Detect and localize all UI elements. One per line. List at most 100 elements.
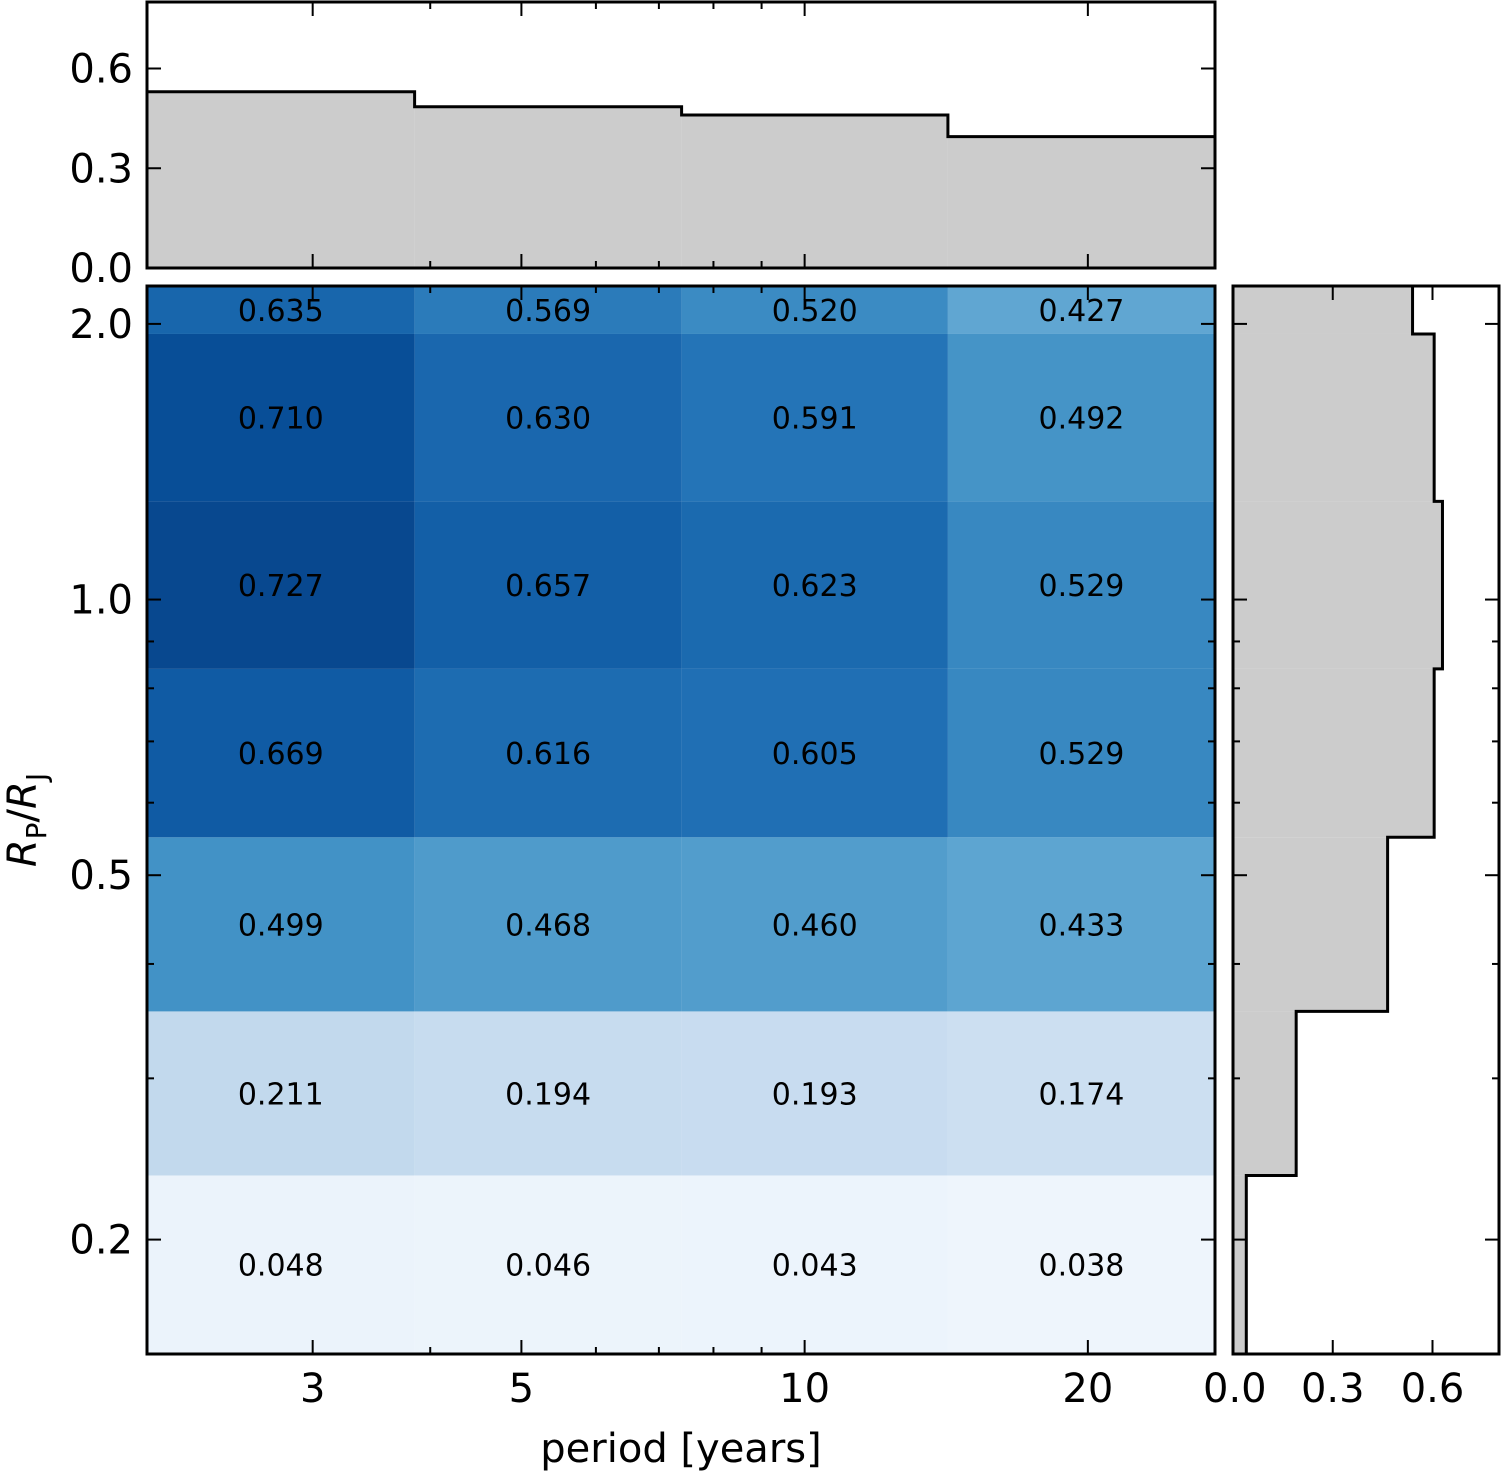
main-axes-ticks bbox=[146, 286, 1215, 1354]
heatmap-cell-label: 0.211 bbox=[238, 1077, 324, 1112]
y-axis-title-r2: R bbox=[0, 781, 46, 809]
main-axes-tick-labels: 3 5 10 20 0.2 0.5 1.0 2.0 bbox=[69, 302, 1113, 1412]
heatmap-cell bbox=[681, 668, 948, 838]
right-histogram-frame bbox=[1231, 284, 1501, 1356]
heatmap-cell bbox=[414, 1011, 682, 1176]
heatmap-cell bbox=[947, 1175, 1215, 1354]
heatmap-cell bbox=[681, 286, 948, 334]
right-x-tick-label: 0.3 bbox=[1301, 1366, 1365, 1412]
heatmap-cell-label: 0.605 bbox=[772, 737, 858, 772]
top-histogram-bar bbox=[947, 136, 1215, 268]
heatmap-cell bbox=[414, 668, 682, 838]
top-y-tick-label: 0.6 bbox=[69, 47, 133, 93]
heatmap-cell-label: 0.635 bbox=[238, 294, 324, 329]
heatmap-cell-label: 0.529 bbox=[1039, 737, 1125, 772]
heatmap-cell bbox=[947, 837, 1215, 1012]
heatmap-cell bbox=[414, 501, 682, 669]
y-axis-title-sub-p: P bbox=[20, 822, 53, 839]
right-histogram-ticks: 0.0 0.3 0.6 bbox=[1203, 286, 1499, 1412]
heatmap-cell-label: 0.529 bbox=[1039, 569, 1125, 604]
heatmap-cell bbox=[681, 1011, 948, 1176]
heatmap-cell-label: 0.657 bbox=[505, 569, 591, 604]
y-axis-title-slash: / bbox=[0, 808, 46, 822]
right-histogram-bar bbox=[1233, 837, 1388, 1012]
heatmap-cell-label: 0.727 bbox=[238, 569, 324, 604]
y-axis-title-sub-j: J bbox=[20, 773, 53, 783]
heatmap-cell-label: 0.193 bbox=[772, 1077, 858, 1112]
x-tick-label: 20 bbox=[1062, 1366, 1113, 1412]
right-histogram-bar bbox=[1233, 1011, 1297, 1176]
right-histogram-bar bbox=[1233, 286, 1413, 334]
heatmap-cell bbox=[681, 333, 948, 502]
y-tick-label: 0.5 bbox=[69, 853, 133, 899]
heatmap-cell bbox=[414, 837, 682, 1012]
heatmap-cell-label: 0.038 bbox=[1039, 1249, 1125, 1284]
heatmap-cells bbox=[147, 286, 1215, 1354]
y-tick-label: 2.0 bbox=[69, 302, 133, 348]
heatmap-cell-label: 0.043 bbox=[772, 1249, 858, 1284]
top-histogram-outline bbox=[145, 90, 1217, 268]
heatmap-cell bbox=[147, 501, 415, 669]
top-y-tick-label: 0.3 bbox=[69, 146, 133, 192]
top-histogram-bar bbox=[414, 106, 682, 268]
heatmap-cell-label: 0.433 bbox=[1039, 908, 1125, 943]
heatmap-cell bbox=[681, 501, 948, 669]
heatmap-cell bbox=[947, 501, 1215, 669]
heatmap-cell bbox=[147, 286, 415, 334]
x-axis-title: period [years] bbox=[540, 1426, 821, 1472]
x-tick-label: 3 bbox=[300, 1366, 325, 1412]
heatmap-cell-label: 0.623 bbox=[772, 569, 858, 604]
heatmap-cell bbox=[147, 333, 415, 502]
heatmap-cell-label: 0.460 bbox=[772, 908, 858, 943]
heatmap-cell-label: 0.194 bbox=[505, 1077, 591, 1112]
right-x-tick-label: 0.6 bbox=[1401, 1366, 1465, 1412]
top-histogram-bar bbox=[681, 115, 948, 268]
heatmap-cell bbox=[147, 1011, 415, 1176]
heatmap-cell bbox=[414, 1175, 682, 1354]
right-histogram-bar bbox=[1233, 668, 1435, 838]
right-histogram-bar bbox=[1233, 333, 1435, 502]
heatmap-cell-label: 0.048 bbox=[238, 1249, 324, 1284]
right-histogram bbox=[1233, 284, 1444, 1356]
heatmap-cell bbox=[947, 286, 1215, 334]
heatmap-cell-label: 0.630 bbox=[505, 402, 591, 437]
heatmap-cell-label: 0.591 bbox=[772, 402, 858, 437]
top-y-tick-label: 0.0 bbox=[69, 246, 133, 292]
y-axis-title: RP/RJ bbox=[0, 773, 53, 867]
x-tick-label: 5 bbox=[509, 1366, 534, 1412]
y-axis-title-r: R bbox=[0, 839, 46, 867]
heatmap-cell-label: 0.046 bbox=[505, 1249, 591, 1284]
heatmap-cell-label: 0.710 bbox=[238, 402, 324, 437]
heatmap-cell-label: 0.520 bbox=[772, 294, 858, 329]
right-histogram-bar bbox=[1233, 1175, 1247, 1354]
right-histogram-outline bbox=[1233, 284, 1444, 1356]
heatmap-cell-label: 0.499 bbox=[238, 908, 324, 943]
heatmap-cell bbox=[681, 837, 948, 1012]
heatmap-cell bbox=[414, 333, 682, 502]
top-histogram-bar bbox=[147, 91, 415, 269]
main-axes-frame bbox=[145, 284, 1217, 1356]
x-tick-label: 10 bbox=[779, 1366, 830, 1412]
heatmap-cell-label: 0.669 bbox=[238, 737, 324, 772]
heatmap-cell-label: 0.569 bbox=[505, 294, 591, 329]
heatmap-cell bbox=[147, 668, 415, 838]
y-tick-label: 1.0 bbox=[69, 578, 133, 624]
top-histogram-frame bbox=[145, 0, 1217, 270]
heatmap-cell-label: 0.468 bbox=[505, 908, 591, 943]
heatmap-cell bbox=[947, 333, 1215, 502]
heatmap-cell-label: 0.427 bbox=[1039, 294, 1125, 329]
y-tick-label: 0.2 bbox=[69, 1218, 133, 1264]
heatmap-cell-label: 0.174 bbox=[1039, 1077, 1125, 1112]
heatmap-cell-label: 0.616 bbox=[505, 737, 591, 772]
heatmap-cell-labels: 0.048 0.046 0.043 0.038 0.211 0.194 0.193 0.174… bbox=[238, 294, 1125, 1284]
heatmap-cell bbox=[947, 668, 1215, 838]
heatmap-cell bbox=[147, 1175, 415, 1354]
top-histogram-ticks: 0.0 0.3 0.6 bbox=[69, 2, 1215, 292]
heatmap-cell bbox=[414, 286, 682, 334]
top-histogram bbox=[145, 90, 1217, 269]
heatmap-cell bbox=[681, 1175, 948, 1354]
right-histogram-bar bbox=[1233, 501, 1443, 669]
heatmap-cell-label: 0.492 bbox=[1039, 402, 1125, 437]
heatmap-cell bbox=[947, 1011, 1215, 1176]
